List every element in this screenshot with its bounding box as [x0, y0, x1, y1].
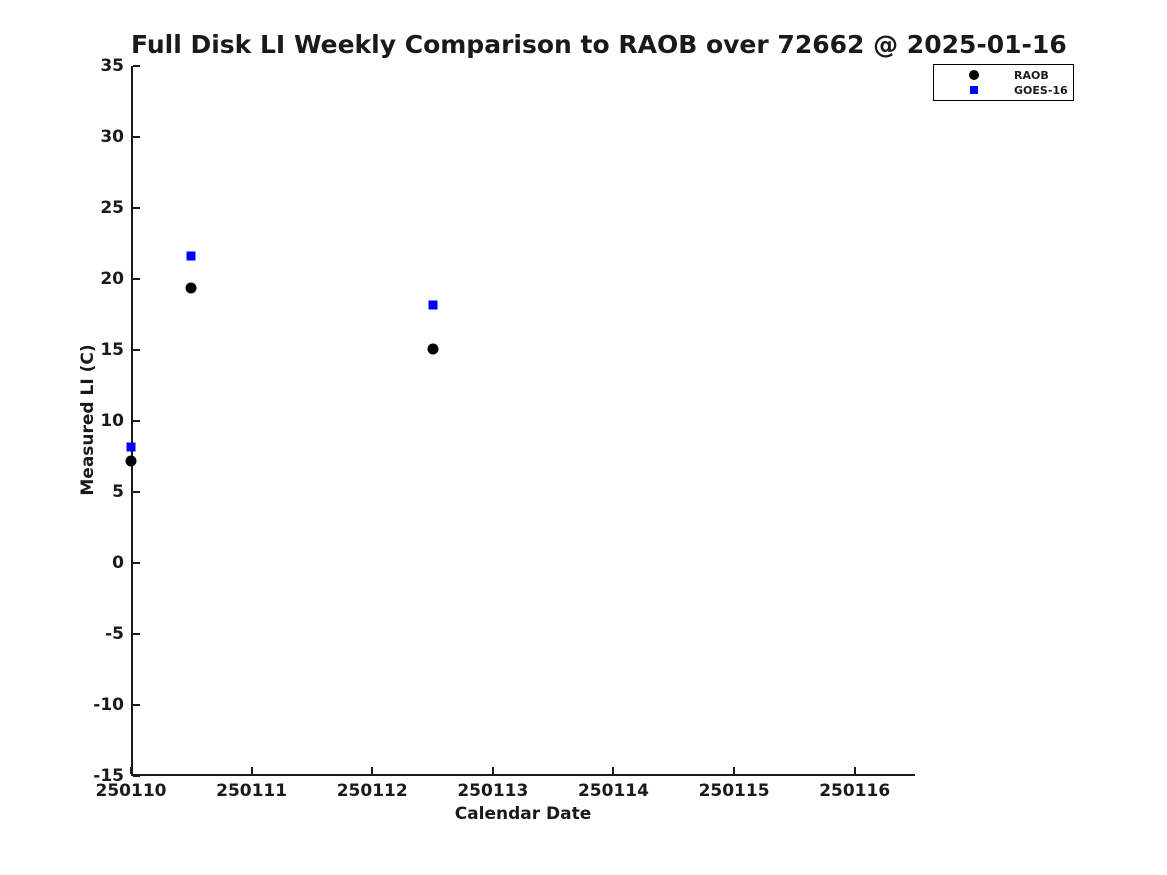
x-tick-label: 250116 [819, 781, 891, 801]
x-tick-label: 250115 [698, 781, 770, 801]
y-axis-spine [131, 66, 133, 776]
y-tick [133, 775, 140, 777]
y-tick-label: -15 [93, 766, 124, 786]
x-tick [250, 767, 253, 774]
plot-area [125, 65, 915, 777]
x-tick-label: 250110 [95, 781, 167, 801]
y-tick [133, 704, 140, 706]
x-tick [491, 767, 494, 774]
legend-entry-goes-16: GOES-16 [934, 83, 1073, 97]
x-tick [130, 767, 132, 774]
y-tick-label: 0 [112, 553, 124, 573]
y-tick-label: 25 [100, 198, 124, 218]
y-tick-label: 10 [100, 411, 124, 431]
legend-circle-icon [969, 70, 979, 80]
y-tick [133, 207, 140, 209]
y-tick-label: 30 [100, 127, 124, 147]
y-tick [133, 562, 140, 564]
x-tick-label: 250112 [336, 781, 408, 801]
chart-title: Full Disk LI Weekly Comparison to RAOB o… [131, 30, 1067, 59]
y-tick-label: 20 [100, 269, 124, 289]
legend-square-icon [970, 86, 978, 94]
x-tick [371, 767, 374, 774]
y-tick [133, 349, 140, 351]
legend-marker-box [934, 86, 1014, 94]
x-axis-label: Calendar Date [454, 804, 592, 824]
legend: RAOB GOES-16 [933, 64, 1074, 101]
y-tick [133, 491, 140, 493]
y-tick [133, 420, 140, 422]
x-tick [853, 767, 856, 774]
y-tick-label: 5 [112, 482, 124, 502]
x-tick [612, 767, 615, 774]
y-tick [133, 278, 140, 280]
y-tick-label: 35 [100, 56, 124, 76]
data-point-raob [125, 455, 137, 467]
x-tick-label: 250113 [457, 781, 529, 801]
y-tick-label: -5 [105, 624, 124, 644]
x-axis-spine [131, 774, 915, 776]
data-point-goes-16 [126, 442, 136, 452]
legend-label: GOES-16 [1014, 83, 1068, 97]
legend-entry-raob: RAOB [934, 68, 1073, 82]
data-point-goes-16 [186, 251, 196, 261]
x-tick-label: 250114 [577, 781, 649, 801]
y-tick-label: -10 [93, 695, 124, 715]
legend-label: RAOB [1014, 68, 1049, 82]
x-tick [733, 767, 736, 774]
y-tick-label: 15 [100, 340, 124, 360]
x-tick-label: 250111 [216, 781, 288, 801]
data-point-goes-16 [428, 300, 438, 310]
y-tick [133, 136, 140, 138]
data-point-raob [185, 282, 197, 294]
y-tick [133, 65, 140, 67]
data-point-raob [427, 343, 439, 355]
legend-marker-box [934, 70, 1014, 80]
y-tick [133, 633, 140, 635]
